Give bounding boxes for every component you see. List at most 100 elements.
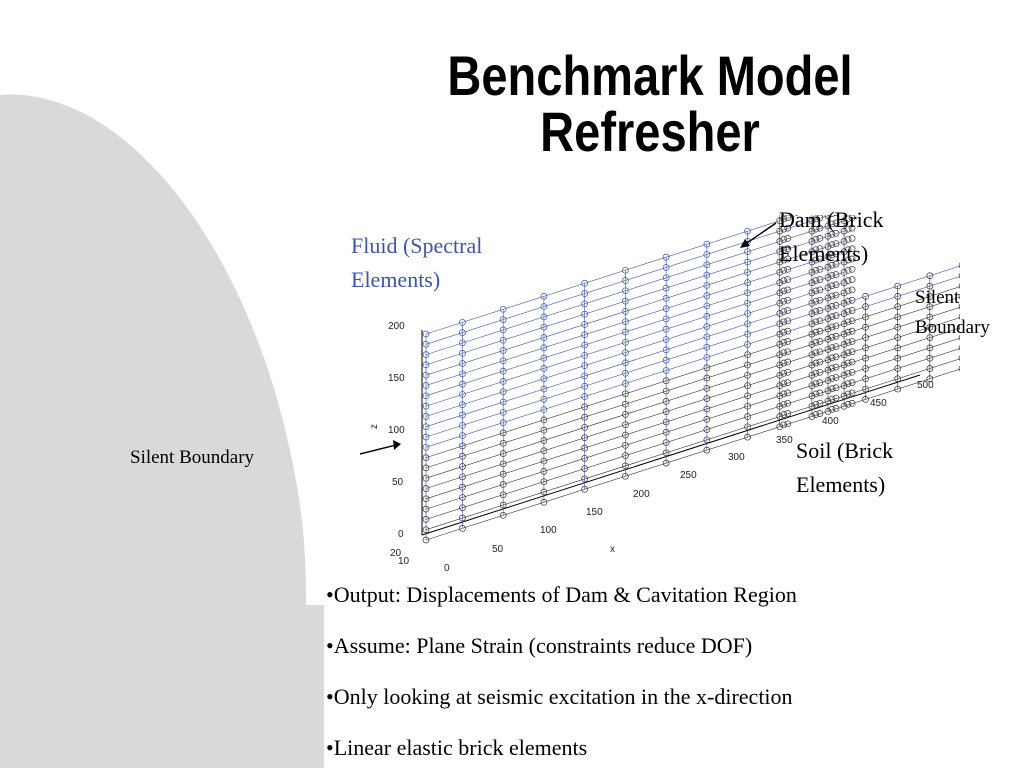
mesh-row-line (425, 265, 960, 438)
dam-label-line-2: Elements) (779, 241, 869, 266)
dam-label-line-1: Dam (Brick (779, 207, 884, 232)
mesh-node (848, 399, 856, 407)
mesh-node (816, 410, 824, 417)
x-tick-500: 500 (917, 380, 934, 391)
mesh-node (784, 265, 792, 273)
mesh-node (833, 215, 839, 217)
mesh-node (832, 353, 840, 361)
title-line-1: Benchmark Model (447, 44, 853, 107)
mesh-node (784, 224, 792, 232)
title-line-2: Refresher (540, 100, 760, 163)
mesh-figure: 200 150 100 50 0 z x y 20 10 0 50 100 15… (360, 215, 960, 574)
x-tick-50: 50 (492, 544, 504, 555)
mesh-node (816, 338, 824, 345)
mesh-node (958, 283, 960, 289)
mesh-node (816, 317, 824, 325)
mesh-row-line (425, 215, 799, 335)
mesh-node (784, 276, 792, 283)
mesh-node (832, 363, 840, 371)
mesh-node (784, 420, 792, 428)
mesh-node (784, 379, 792, 386)
mesh-node (844, 277, 852, 284)
mesh-row-line (425, 307, 960, 479)
silent-boundary-arrow (360, 440, 401, 455)
mesh-node (958, 303, 960, 310)
mesh-node (844, 266, 852, 274)
mesh-node (848, 245, 856, 253)
mesh-row-line (425, 241, 845, 376)
bullet-output: •Output: Displacements of Dam & Cavitati… (326, 582, 797, 607)
mesh-node (816, 296, 824, 304)
y-tick-20: 20 (390, 548, 402, 559)
mesh-node (816, 348, 824, 356)
slide-title: Benchmark Model Refresher (423, 48, 877, 160)
mesh-node (832, 271, 840, 278)
mesh-node (958, 314, 960, 320)
mesh-node (816, 358, 824, 366)
mesh-node (848, 379, 856, 386)
mesh-node (832, 405, 840, 412)
mesh-node (816, 245, 824, 253)
x-tick-350: 350 (776, 435, 793, 446)
mesh-lines (421, 215, 960, 544)
mesh-node (844, 246, 852, 254)
mesh-node (958, 345, 960, 351)
mesh-node (816, 224, 824, 232)
mesh-node (958, 334, 960, 341)
mesh-node (832, 374, 840, 381)
mesh-row-line (425, 327, 960, 500)
mesh-row-line (425, 358, 960, 530)
x-tick-300: 300 (728, 452, 745, 463)
mesh-row-line (425, 282, 845, 417)
mesh-row-line (425, 272, 845, 407)
mesh-node (784, 348, 792, 356)
mesh-row-line (425, 251, 845, 386)
z-tick-100: 100 (388, 425, 405, 436)
z-tick-50: 50 (392, 477, 404, 488)
mesh-row-line (425, 230, 845, 366)
x-tick-150: 150 (586, 507, 603, 518)
z-tick-150: 150 (388, 373, 405, 384)
background-gray-shape (0, 94, 324, 768)
mesh-row-line (425, 292, 845, 427)
z-tick-0: 0 (398, 529, 404, 540)
mesh-node (848, 265, 856, 273)
mesh-node (816, 255, 824, 263)
mesh-node (844, 256, 852, 264)
mesh-row-line (425, 337, 960, 510)
mesh-node (784, 368, 792, 376)
mesh-row-line (425, 276, 960, 448)
mesh-node (832, 384, 840, 392)
mesh-node (832, 312, 840, 320)
fluid-label: Fluid (Spectral Elements) (351, 229, 482, 297)
silent-right-line-1: Silent (915, 287, 960, 308)
mesh-node (848, 296, 856, 304)
mesh-node (848, 276, 856, 283)
mesh-node (958, 293, 960, 300)
mesh-node (784, 358, 792, 366)
mesh-node (958, 262, 960, 269)
mesh-node (816, 389, 824, 397)
mesh-node (848, 327, 856, 335)
mesh-node (848, 235, 856, 242)
mesh-node (844, 287, 852, 295)
mesh-node (848, 358, 856, 366)
mesh-node (848, 255, 856, 263)
mesh-node (844, 236, 852, 243)
dam-label: Dam (Brick Elements) (779, 203, 883, 271)
mesh-node (816, 368, 824, 376)
axis-labels: 200 150 100 50 0 z x y 20 10 0 50 100 15… (369, 321, 934, 574)
mesh-node (832, 343, 840, 350)
mesh-node (848, 224, 856, 232)
mesh-node (832, 291, 840, 299)
mesh-node (816, 399, 824, 407)
mesh-node (832, 250, 840, 258)
mesh-row-line (425, 296, 960, 469)
mesh-node (784, 255, 792, 263)
z-axis-label: z (369, 424, 380, 429)
mesh-node (784, 410, 792, 417)
mesh-row-line (425, 286, 960, 458)
soil-label: Soil (Brick Elements) (796, 434, 893, 502)
mesh-node (958, 273, 960, 279)
mesh-row-line (425, 348, 960, 520)
